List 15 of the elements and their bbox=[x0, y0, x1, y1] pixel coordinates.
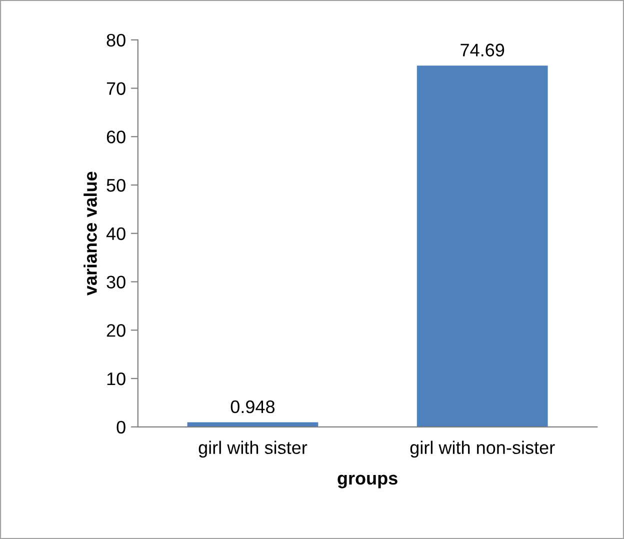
x-axis-title: groups bbox=[338, 474, 398, 488]
y-tick-label: 70 bbox=[106, 82, 126, 95]
y-axis-title: variance value bbox=[84, 172, 97, 296]
y-tick-label: 80 bbox=[106, 34, 126, 47]
y-tick-label: 0 bbox=[116, 420, 126, 434]
y-tick-label: 30 bbox=[106, 276, 126, 288]
y-tick-label: 10 bbox=[107, 372, 126, 386]
y-tick-label: 40 bbox=[106, 227, 126, 240]
x-tick-label: girl with non-sister bbox=[410, 440, 555, 458]
y-tick-label: 50 bbox=[106, 178, 126, 192]
y-tick-label: 60 bbox=[106, 130, 126, 144]
x-tick-label: girl with sister bbox=[198, 440, 308, 458]
data-label: 74.69 bbox=[460, 44, 504, 56]
data-label: 0.948 bbox=[230, 400, 275, 414]
y-tick-label: 20 bbox=[106, 324, 126, 337]
